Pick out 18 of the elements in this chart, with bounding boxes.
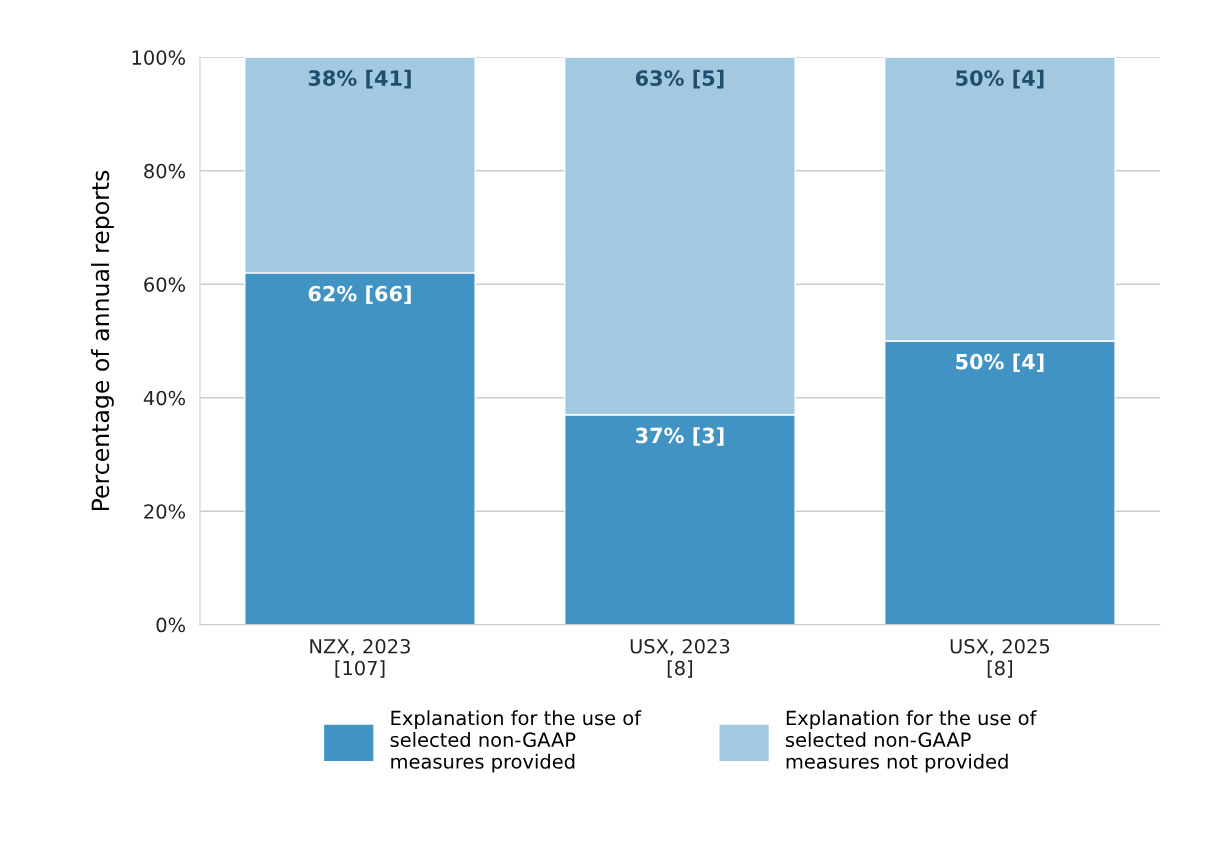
data-label: 50% [4]	[956, 353, 1044, 373]
x-tick-label: USX, 2023 [8]	[630, 638, 730, 678]
data-label: 62% [66]	[308, 285, 411, 304]
x-tick-label: USX, 2025 [8]	[950, 638, 1050, 678]
data-label: 63% [5]	[635, 69, 724, 89]
y-tick-label: 20%	[144, 504, 186, 519]
y-axis-title: Percentage of annual reports	[90, 170, 114, 511]
y-tick-label: 60%	[144, 277, 186, 292]
y-tick-label: 40%	[143, 390, 186, 406]
y-tick-label: 100%	[132, 50, 186, 65]
legend-label: Explanation for the use of selected non-GAAP measures provided	[390, 710, 642, 773]
legend-label: Explanation for the use of selected non-GAAP measures not provided	[785, 710, 1037, 773]
y-tick-label: 80%	[144, 163, 186, 179]
x-tick-label: NZX, 2023 [107]	[310, 638, 410, 678]
y-tick-label: 0%	[156, 617, 186, 633]
data-label: 38% [41]	[308, 69, 411, 89]
data-label: 37% [3]	[636, 427, 724, 446]
data-label: 50% [4]	[956, 69, 1044, 89]
